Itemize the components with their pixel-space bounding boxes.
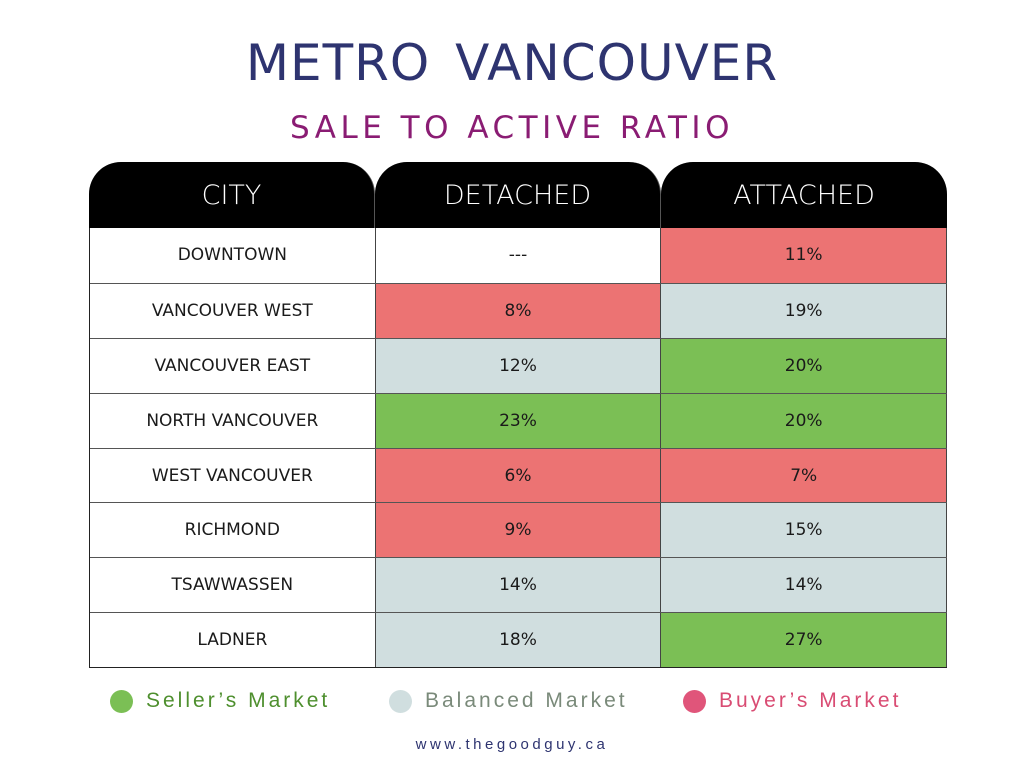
- table-row: RICHMOND 9% 15%: [90, 502, 948, 558]
- attached-cell: 14%: [661, 558, 948, 613]
- website-link[interactable]: www.thegoodguy.ca: [415, 736, 609, 753]
- detached-cell: 9%: [375, 503, 662, 558]
- legend-label-balanced: Balanced Market: [425, 689, 628, 712]
- city-cell: VANCOUVER EAST: [90, 338, 376, 393]
- legend-item-buyer: Buyer’s Market: [683, 689, 901, 713]
- detached-cell: 14%: [375, 558, 662, 613]
- attached-cell: 19%: [661, 283, 948, 338]
- attached-cell: 20%: [661, 393, 948, 448]
- city-cell: WEST VANCOUVER: [90, 448, 376, 503]
- legend-label-seller: Seller’s Market: [146, 689, 331, 712]
- column-header-attached: ATTACHED: [661, 162, 947, 228]
- page-title: METRO VANCOUVER: [245, 34, 779, 92]
- table-body: DOWNTOWN --- 11% VANCOUVER WEST 8% 19% V…: [89, 228, 948, 669]
- legend-item-seller: Seller’s Market: [110, 689, 330, 713]
- table-row: NORTH VANCOUVER 23% 20%: [90, 392, 948, 448]
- table-header-row: CITY DETACHED ATTACHED: [89, 162, 947, 228]
- column-header-city: CITY: [89, 162, 375, 228]
- page-subtitle: SALE TO ACTIVE RATIO: [290, 110, 734, 146]
- attached-cell: 27%: [661, 613, 948, 668]
- legend: Seller’s Market Balanced Market Buyer’s …: [0, 689, 1024, 715]
- detached-cell: 18%: [375, 613, 662, 668]
- city-cell: LADNER: [90, 613, 376, 668]
- table-row: WEST VANCOUVER 6% 7%: [90, 447, 948, 503]
- table-row: TSAWWASSEN 14% 14%: [90, 557, 948, 613]
- city-cell: NORTH VANCOUVER: [90, 393, 376, 448]
- attached-cell: 15%: [661, 503, 948, 558]
- balanced-dot-icon: [389, 689, 412, 713]
- legend-label-buyer: Buyer’s Market: [719, 689, 902, 712]
- ratio-table: CITY DETACHED ATTACHED DOWNTOWN --- 11% …: [89, 162, 948, 669]
- table-row: LADNER 18% 27%: [90, 612, 948, 668]
- detached-cell: 23%: [375, 393, 662, 448]
- detached-cell: 12%: [375, 338, 662, 393]
- detached-cell: 6%: [375, 448, 662, 503]
- attached-cell: 20%: [661, 338, 948, 393]
- city-cell: RICHMOND: [90, 503, 376, 558]
- city-cell: VANCOUVER WEST: [90, 283, 376, 338]
- table-row: VANCOUVER EAST 12% 20%: [90, 337, 948, 393]
- table-row: VANCOUVER WEST 8% 19%: [90, 282, 948, 338]
- legend-item-balanced: Balanced Market: [389, 689, 628, 713]
- table-row: DOWNTOWN --- 11%: [90, 228, 948, 283]
- attached-cell: 7%: [661, 448, 948, 503]
- column-header-detached: DETACHED: [375, 162, 661, 228]
- seller-dot-icon: [110, 689, 133, 713]
- detached-cell: ---: [375, 228, 662, 283]
- detached-cell: 8%: [375, 283, 662, 338]
- city-cell: DOWNTOWN: [90, 228, 376, 283]
- buyer-dot-icon: [683, 689, 706, 713]
- city-cell: TSAWWASSEN: [90, 558, 376, 613]
- attached-cell: 11%: [661, 228, 948, 283]
